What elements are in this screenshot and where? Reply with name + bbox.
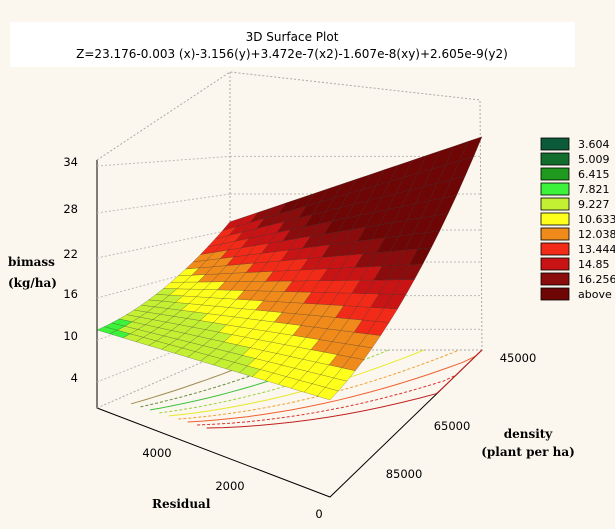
contour-line xyxy=(140,349,319,408)
legend-label: 16.256 xyxy=(578,273,615,286)
surface-cell xyxy=(459,136,483,162)
legend-swatch xyxy=(540,242,570,256)
legend-swatch xyxy=(540,197,570,211)
legend-label: 12.038 xyxy=(578,228,615,241)
chart-subtitle: Z=23.176-0.003 (x)-3.156(y)+3.472e-7(x2)… xyxy=(76,47,508,61)
contour-line xyxy=(187,349,483,423)
legend-swatch xyxy=(540,182,570,196)
legend-label: 9.227 xyxy=(578,198,610,211)
legend-label: 5.009 xyxy=(578,153,610,166)
title-background xyxy=(10,22,575,67)
z-tick-label: 22 xyxy=(63,247,78,261)
legend-label: above xyxy=(578,288,612,301)
legend-label: 3.604 xyxy=(578,138,610,151)
y-axis-label-line2: (plant per ha) xyxy=(481,445,575,459)
legend: 3.604 5.009 6.415 7.821 9.227 10.633 12.038 13.… xyxy=(540,137,615,301)
y-axis-label-line1: density xyxy=(504,427,554,441)
z-axis-label-line1: bimass xyxy=(8,255,55,269)
legend-swatch xyxy=(540,272,570,286)
z-tick-label: 16 xyxy=(63,287,78,301)
z-tick-label: 34 xyxy=(63,155,78,169)
surface-mesh xyxy=(96,136,483,401)
legend-label: 7.821 xyxy=(578,183,610,196)
y-tick-label: 85000 xyxy=(386,467,423,481)
z-axis-ticks: 34 28 22 16 10 4 xyxy=(63,155,78,385)
y-tick-label: 65000 xyxy=(434,419,471,433)
z-tick-label: 10 xyxy=(63,329,78,343)
legend-label: 6.415 xyxy=(578,168,610,181)
legend-swatch xyxy=(540,287,570,301)
contour-line xyxy=(206,349,483,429)
legend-swatch xyxy=(540,212,570,226)
legend-swatch xyxy=(540,227,570,241)
y-tick-label: 45000 xyxy=(500,351,537,365)
z-axis-label-line2: (kg/ha) xyxy=(8,276,57,290)
legend-label: 10.633 xyxy=(578,213,615,226)
legend-swatch xyxy=(540,152,570,166)
x-axis-label: Residual xyxy=(152,497,211,511)
grid-line xyxy=(96,229,231,259)
legend-swatch xyxy=(540,257,570,271)
grid-line xyxy=(96,155,231,167)
front-axes-frame xyxy=(96,160,483,498)
contour-line xyxy=(178,349,460,420)
grid-line xyxy=(96,261,231,299)
z-tick-label: 28 xyxy=(63,202,78,216)
grid-line xyxy=(96,193,231,214)
y-axis-ticks: 45000 65000 85000 xyxy=(386,351,537,481)
legend-label: 13.444 xyxy=(578,243,615,256)
chart-title: 3D Surface Plot xyxy=(246,30,339,44)
x-tick-label: 2000 xyxy=(215,479,244,493)
x-tick-label: 0 xyxy=(315,507,322,521)
back-box-frame xyxy=(96,71,483,351)
legend-label: 14.85 xyxy=(578,258,610,271)
z-tick-label: 4 xyxy=(71,371,78,385)
legend-swatch xyxy=(540,137,570,151)
x-tick-label: 4000 xyxy=(142,446,171,460)
contour-line xyxy=(168,349,425,417)
x-axis-ticks: 4000 2000 0 xyxy=(142,446,322,521)
legend-swatch xyxy=(540,167,570,181)
floor-contours xyxy=(130,349,483,429)
